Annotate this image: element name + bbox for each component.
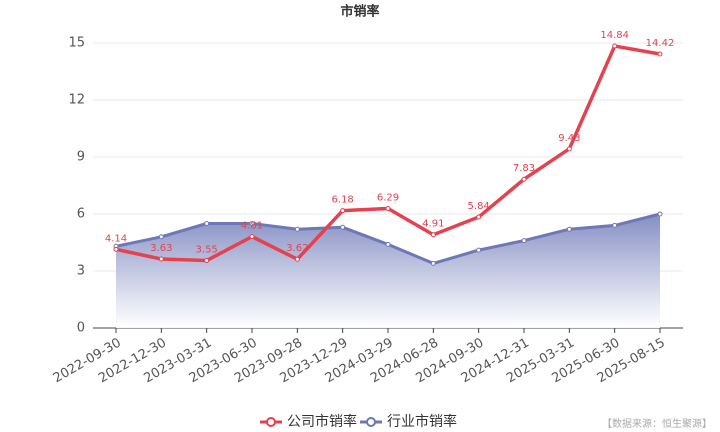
point <box>566 146 572 152</box>
y-tick-label: 15 <box>68 36 85 51</box>
data-label: 9.43 <box>558 133 580 144</box>
point <box>612 222 618 228</box>
legend-swatch-dot <box>366 417 376 427</box>
data-label: 6.18 <box>332 195 354 206</box>
point <box>521 176 527 182</box>
chart-title: 市销率 <box>340 4 379 20</box>
point <box>476 214 482 220</box>
point <box>657 211 663 217</box>
point <box>294 226 300 232</box>
y-tick-label: 0 <box>77 321 85 336</box>
point <box>204 221 210 226</box>
point <box>521 238 527 244</box>
point <box>566 226 572 232</box>
point <box>476 247 482 253</box>
point <box>385 241 391 247</box>
point <box>340 208 346 214</box>
data-label: 3.62 <box>286 243 308 254</box>
data-label: 3.55 <box>196 245 218 256</box>
point <box>430 260 436 266</box>
data-label: 4.81 <box>241 221 263 232</box>
y-tick-label: 3 <box>77 264 85 279</box>
point <box>657 51 663 57</box>
point <box>385 205 391 211</box>
source-note: 【数据来源：恒生聚源】 <box>602 417 712 430</box>
point <box>204 258 210 264</box>
data-label: 4.91 <box>422 219 444 230</box>
point <box>294 256 300 262</box>
area <box>116 214 660 328</box>
point <box>612 43 618 49</box>
data-label: 14.42 <box>646 38 675 49</box>
point <box>340 224 346 230</box>
legend-label: 行业市销率 <box>387 413 457 430</box>
y-tick-label: 9 <box>77 150 85 165</box>
legend-label: 公司市销率 <box>287 413 357 430</box>
point <box>249 221 255 226</box>
y-tick-label: 6 <box>77 207 85 222</box>
point <box>158 256 164 262</box>
point <box>249 234 255 240</box>
data-label: 14.84 <box>600 30 629 41</box>
point <box>430 232 436 238</box>
y-tick-label: 12 <box>68 93 85 108</box>
point <box>158 234 164 240</box>
data-label: 5.84 <box>468 201 490 212</box>
data-label: 6.29 <box>377 192 399 203</box>
legend-swatch-dot <box>266 417 276 427</box>
point <box>113 246 119 252</box>
data-label: 4.14 <box>105 233 127 244</box>
data-label: 3.63 <box>150 243 172 254</box>
data-label: 7.83 <box>513 163 535 174</box>
